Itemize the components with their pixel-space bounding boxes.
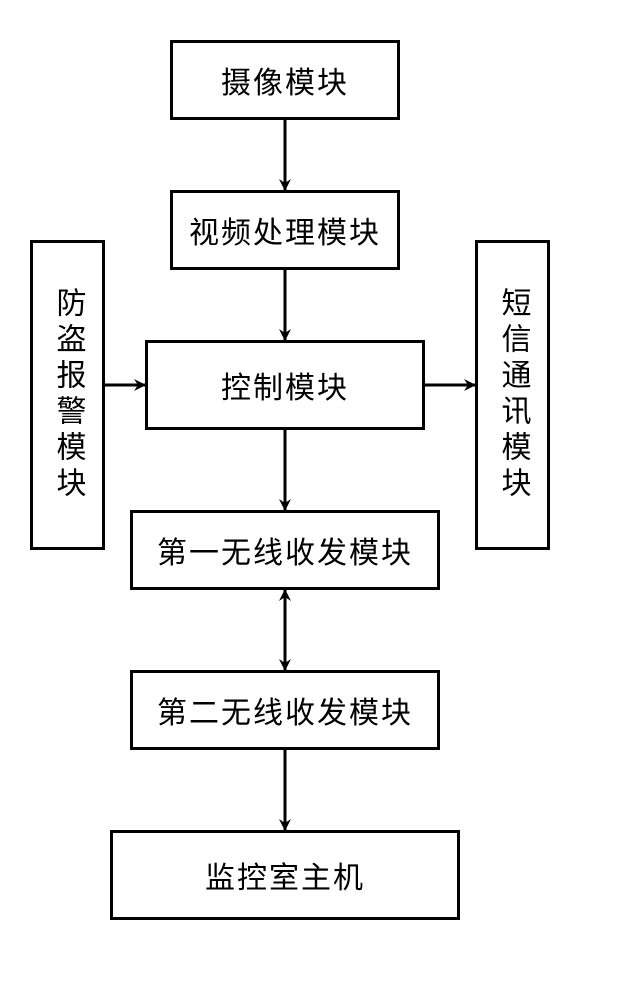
node-video: 视频处理模块 <box>170 190 400 270</box>
node-control-label: 控制模块 <box>221 363 349 407</box>
node-camera-label: 摄像模块 <box>221 58 349 102</box>
node-wireless2-label: 第二无线收发模块 <box>157 688 413 732</box>
node-alarm: 防盗报警模块 <box>30 240 105 550</box>
node-video-label: 视频处理模块 <box>189 208 381 252</box>
node-camera: 摄像模块 <box>170 40 400 120</box>
node-wireless1-label: 第一无线收发模块 <box>157 528 413 572</box>
node-host: 监控室主机 <box>110 830 460 920</box>
node-control: 控制模块 <box>145 340 425 430</box>
node-sms: 短信通讯模块 <box>475 240 550 550</box>
node-wireless1: 第一无线收发模块 <box>130 510 440 590</box>
node-sms-label: 短信通讯模块 <box>491 287 535 503</box>
node-host-label: 监控室主机 <box>205 853 365 897</box>
node-wireless2: 第二无线收发模块 <box>130 670 440 750</box>
node-alarm-label: 防盗报警模块 <box>46 287 90 503</box>
